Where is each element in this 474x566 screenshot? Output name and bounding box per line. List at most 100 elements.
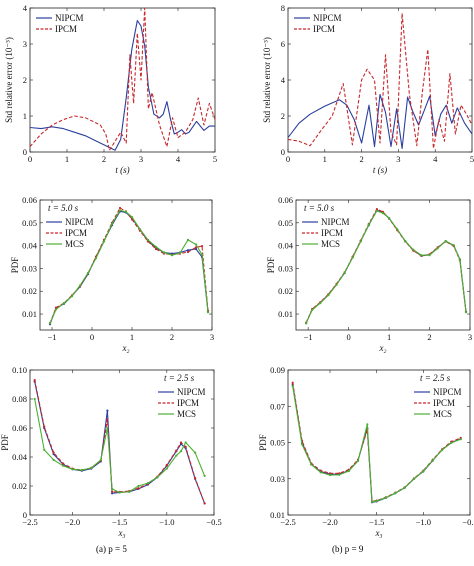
y-tick-label: 3 <box>23 39 27 49</box>
y-tick-label: 0.09 <box>270 365 285 375</box>
time-annotation: t = 5.0 s <box>304 203 335 213</box>
series-line-nipcm <box>30 20 215 151</box>
y-tick-label: 4 <box>23 3 28 13</box>
data-point-mcs <box>118 491 121 494</box>
data-point-mcs <box>356 459 360 463</box>
y-axis-label: PDF <box>266 257 276 274</box>
data-point-mcs <box>311 308 314 311</box>
data-point-mcs <box>179 450 183 453</box>
y-tick-label: 0.04 <box>22 241 38 251</box>
x-tick-label: 2 <box>170 332 174 342</box>
chart-a2: −1 0 1 2 3 0.01 0.02 0.03 0.04 0.05 0.06 x₂ PDF t = 5… <box>10 195 214 353</box>
y-tick-label: 0.05 <box>270 438 285 448</box>
x-tick-label: −1 <box>304 332 313 342</box>
y-tick-label: 1 <box>23 111 27 121</box>
x-tick-label: 2 <box>427 332 431 342</box>
data-point-ipcm <box>375 208 378 211</box>
data-point-mcs <box>90 466 93 469</box>
data-point-mcs <box>184 441 187 444</box>
data-point-mcs <box>203 474 206 477</box>
data-point-mcs <box>146 482 149 485</box>
x-tick-label: −0.5 <box>206 517 221 527</box>
y-tick-label: 2 <box>23 75 27 85</box>
data-point-ipcm <box>33 379 36 382</box>
legend-label-ipcm: IPCM <box>321 228 343 238</box>
time-annotation: t = 5.0 s <box>48 203 79 213</box>
legend-label-ipcm: IPCM <box>313 24 335 34</box>
data-point-ipcm <box>54 306 58 309</box>
data-point-nipcm <box>106 409 109 412</box>
data-point-ipcm <box>165 463 168 467</box>
legend-label-nipcm: NIPCM <box>65 217 94 227</box>
x-tick-label: 0 <box>346 332 350 342</box>
data-point-ipcm <box>194 246 198 249</box>
y-tick-label: 0.02 <box>12 481 27 491</box>
data-point-mcs <box>138 228 142 231</box>
data-point-mcs <box>388 217 391 220</box>
legend-label-nipcm: NIPCM <box>313 13 342 23</box>
legend-label-ipcm: IPCM <box>177 398 199 408</box>
legend-label-nipcm: NIPCM <box>321 217 350 227</box>
data-point-mcs <box>459 438 462 441</box>
data-point-mcs <box>420 254 423 257</box>
data-point-mcs <box>464 311 468 314</box>
data-point-mcs <box>343 271 346 274</box>
x-axis-label: x₂ <box>121 343 129 353</box>
time-annotation: t = 2.5 s <box>420 373 451 383</box>
data-point-mcs <box>80 469 83 472</box>
data-point-mcs <box>200 253 204 256</box>
data-point-mcs <box>384 496 388 499</box>
data-point-ipcm <box>200 245 204 248</box>
y-tick-label: 0.04 <box>12 452 28 462</box>
legend-label-ipcm: IPCM <box>65 228 87 238</box>
data-point-mcs <box>381 212 385 215</box>
data-point-mcs <box>404 240 407 243</box>
axes-frame <box>29 369 215 516</box>
data-point-mcs <box>137 484 140 488</box>
y-tick-label: 0.01 <box>270 510 285 520</box>
data-point-mcs <box>436 247 439 250</box>
data-point-mcs <box>327 294 330 297</box>
data-point-ipcm <box>154 247 158 251</box>
data-point-mcs <box>335 283 338 286</box>
data-point-mcs <box>431 459 434 462</box>
data-point-mcs <box>428 254 431 257</box>
data-point-mcs <box>71 468 74 471</box>
data-point-mcs <box>156 476 159 479</box>
data-point-mcs <box>396 228 399 231</box>
series-line-mcs <box>305 210 467 324</box>
data-point-mcs <box>194 243 198 246</box>
x-tick-label: −1 <box>47 332 56 342</box>
y-tick-label: 0.10 <box>12 365 27 375</box>
data-point-mcs <box>48 322 52 325</box>
caption-right: (b) p = 9 <box>332 544 364 554</box>
data-point-ipcm <box>106 418 109 421</box>
data-point-mcs <box>319 471 322 474</box>
caption-left: (a) p = 5 <box>96 544 127 554</box>
x-axis-label: t (s) <box>373 165 387 175</box>
data-point-mcs <box>178 251 182 254</box>
data-point-mcs <box>102 240 106 243</box>
data-point-mcs <box>359 240 362 243</box>
chart-b3: −2.5 −2.0 −1.5 −1.0 −0.5 0.01 0.03 0.05 0.07 0.09… <box>258 365 474 538</box>
y-tick-label: 0.07 <box>270 401 285 411</box>
x-axis-label: x₃ <box>117 528 125 538</box>
x-tick-label: 4 <box>433 154 438 164</box>
x-tick-label: −1.0 <box>159 517 174 527</box>
time-annotation: t = 2.5 s <box>164 373 195 383</box>
data-point-ipcm <box>175 449 178 452</box>
x-tick-label: −2.5 <box>280 517 295 527</box>
data-point-mcs <box>61 464 65 467</box>
data-point-mcs <box>422 470 425 473</box>
x-tick-label: 3 <box>396 154 400 164</box>
data-point-mcs <box>347 470 350 473</box>
chart-b1: 0 1 2 3 4 5 0 2 4 6 8 t (s) Std relative error (10⁻³… <box>262 3 474 175</box>
data-point-mcs <box>175 454 178 457</box>
data-point-mcs <box>33 397 36 401</box>
y-tick-label: 0.05 <box>278 218 293 228</box>
data-point-mcs <box>375 499 378 502</box>
data-point-mcs <box>452 244 455 247</box>
y-tick-label: 0.04 <box>278 241 294 251</box>
y-tick-label: 0.06 <box>22 195 37 205</box>
